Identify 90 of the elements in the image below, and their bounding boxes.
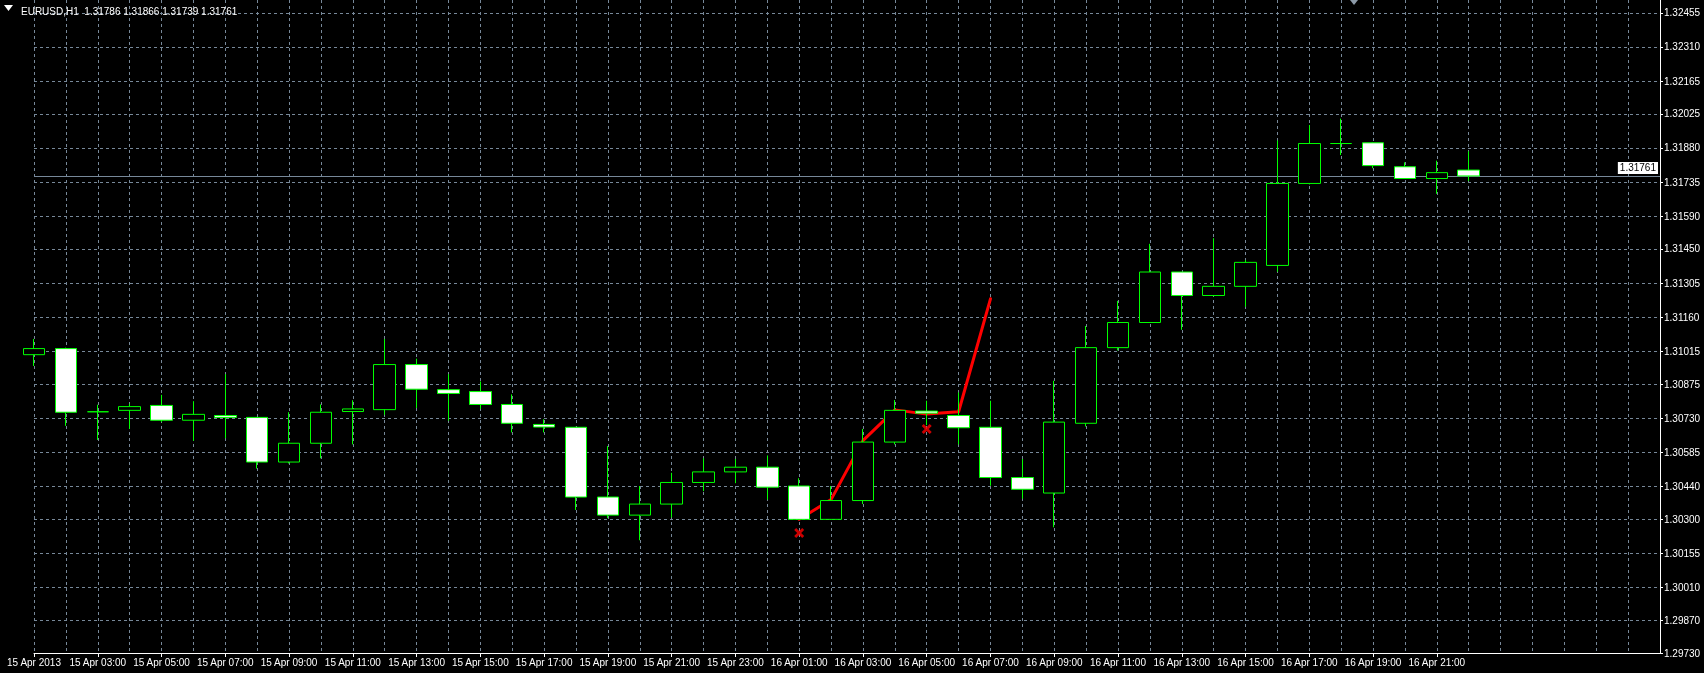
candlestick [1298,124,1321,185]
x-tick-label: 16 Apr 13:00 [1153,656,1211,668]
x-tick-label: 15 Apr 11:00 [324,656,382,668]
candlestick [214,373,237,439]
candlestick [373,338,396,416]
x-tick-label: 15 Apr 19:00 [579,656,637,668]
y-tick-label: 1.29730 [1664,647,1701,659]
y-tick-label: 1.30440 [1664,480,1701,492]
x-tick-label: 16 Apr 11:00 [1090,656,1147,668]
candlestick [150,394,173,423]
y-tick-label: 1.31450 [1664,243,1701,255]
candlestick [501,393,523,433]
candlestick [565,426,587,511]
y-tick-label: 1.30010 [1664,581,1701,593]
candlestick [979,400,1002,487]
candlestick [1075,325,1097,428]
candlestick [1011,458,1034,500]
candlestick [118,403,141,430]
candlestick [1426,160,1448,195]
y-tick-label: 1.31160 [1664,311,1700,323]
y-tick-label: 1.30875 [1664,378,1701,390]
candlestick [469,380,492,410]
x-tick-label: 15 Apr 03:00 [69,656,127,668]
x-tick-label: 16 Apr 07:00 [962,656,1020,668]
y-tick-label: 1.31015 [1664,345,1701,357]
x-tick-label: 15 Apr 15:00 [451,656,510,668]
candlestick [55,347,77,427]
candlestick [342,399,364,445]
x-tick-label: 15 Apr 23:00 [707,656,765,668]
candlestick [629,485,651,541]
candlestick [1394,161,1416,180]
text: EURUSD,H1 1.31786 1.31866 1.31739 1.31761 [21,5,238,17]
candlestick [660,472,683,518]
candlestick [884,399,906,445]
candlestick [1330,118,1352,156]
candlestick [182,400,205,442]
y-tick-label: 1.32165 [1664,75,1701,87]
x-tick-label: 16 Apr 15:00 [1217,656,1275,668]
candlestick [724,458,747,484]
x-tick-label: 15 Apr 05:00 [133,656,191,668]
candlestick [23,338,45,367]
y-tick-label: 1.32310 [1664,41,1701,53]
y-tick-label: 1.30300 [1664,513,1701,525]
y-tick-label: 1.30585 [1664,446,1701,458]
x-tick-label: 16 Apr 03:00 [834,656,892,668]
y-tick-label: 1.30730 [1664,412,1701,424]
candlestick [947,392,970,445]
candlestick [1139,243,1161,324]
candlestick [597,445,619,519]
candlestick [405,358,428,409]
y-tick-label: 1.31735 [1664,176,1701,188]
candlestick [788,477,810,521]
x-tick-label: 15 Apr 21:00 [643,656,701,668]
y-tick-label: 1.31880 [1664,142,1701,154]
candlestick [1107,300,1129,351]
candlestick [1234,259,1257,308]
candlestick [1266,139,1289,273]
y-tick-label: 1.29870 [1664,614,1701,626]
x-tick-label: 15 Apr 13:00 [388,656,446,668]
x-tick-label: 16 Apr 19:00 [1344,656,1402,668]
candlestick [246,416,268,470]
candlestick [756,454,779,501]
y-tick-label: 1.30155 [1664,547,1701,559]
y-tick-label: 1.32455 [1664,7,1701,19]
candlestick [692,457,715,492]
x-tick-label: 16 Apr 05:00 [898,656,956,668]
ref-line-label: 1.31761 [1619,162,1657,174]
x-tick-label: 16 Apr 17:00 [1280,656,1339,668]
candlestick [1043,380,1065,528]
candlestick [310,403,332,459]
x-tick-label: 16 Apr 21:00 [1408,656,1466,668]
candlestick [437,373,460,422]
candlestick [1362,141,1384,169]
y-tick-label: 1.31590 [1664,210,1701,222]
candlestick [278,411,300,464]
x-tick-label: 15 Apr 09:00 [260,656,318,668]
candlestick [1202,237,1225,297]
candlestick [852,428,874,505]
candlestick [820,485,842,521]
candlestick [533,418,555,433]
candlestick [1457,150,1480,182]
y-tick-label: 1.32025 [1664,108,1701,120]
candlestick [1171,271,1193,331]
x-tick-label: 15 Apr 07:00 [196,656,255,668]
x-tick-label: 15 Apr 2013 [7,656,62,668]
y-tick-label: 1.31305 [1664,277,1701,289]
candlestick [87,404,109,441]
x-tick-label: 16 Apr 09:00 [1025,656,1084,668]
x-tick-label: 16 Apr 01:00 [770,656,828,668]
x-tick-label: 15 Apr 17:00 [515,656,573,668]
